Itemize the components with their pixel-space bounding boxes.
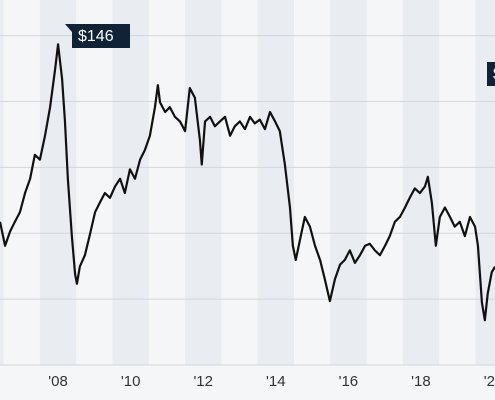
annotations: $146 $1 xyxy=(65,24,495,86)
year-bands xyxy=(0,0,495,365)
price-line xyxy=(0,43,495,322)
x-axis: '06'08'10'12'14'16'18'20 xyxy=(48,373,495,390)
year-band xyxy=(185,0,222,365)
annotation-text: $146 xyxy=(78,28,114,45)
x-tick-label: '18 xyxy=(411,373,431,390)
x-tick-label: '14 xyxy=(266,373,286,390)
plot xyxy=(0,43,495,322)
year-band xyxy=(330,0,367,365)
annotation-text: $1 xyxy=(493,66,495,83)
year-band xyxy=(402,0,440,365)
annotation-pointer xyxy=(65,24,72,32)
x-tick-label: '10 xyxy=(121,373,141,390)
annotation-box xyxy=(487,62,495,86)
annotation-box xyxy=(72,24,130,48)
year-band xyxy=(0,0,4,365)
x-tick-label: '08 xyxy=(48,373,68,390)
year-band xyxy=(39,0,77,365)
year-band xyxy=(257,0,294,365)
x-tick-label: '16 xyxy=(339,373,359,390)
x-tick-label: '12 xyxy=(193,373,213,390)
x-tick-label: '20 xyxy=(484,373,495,390)
